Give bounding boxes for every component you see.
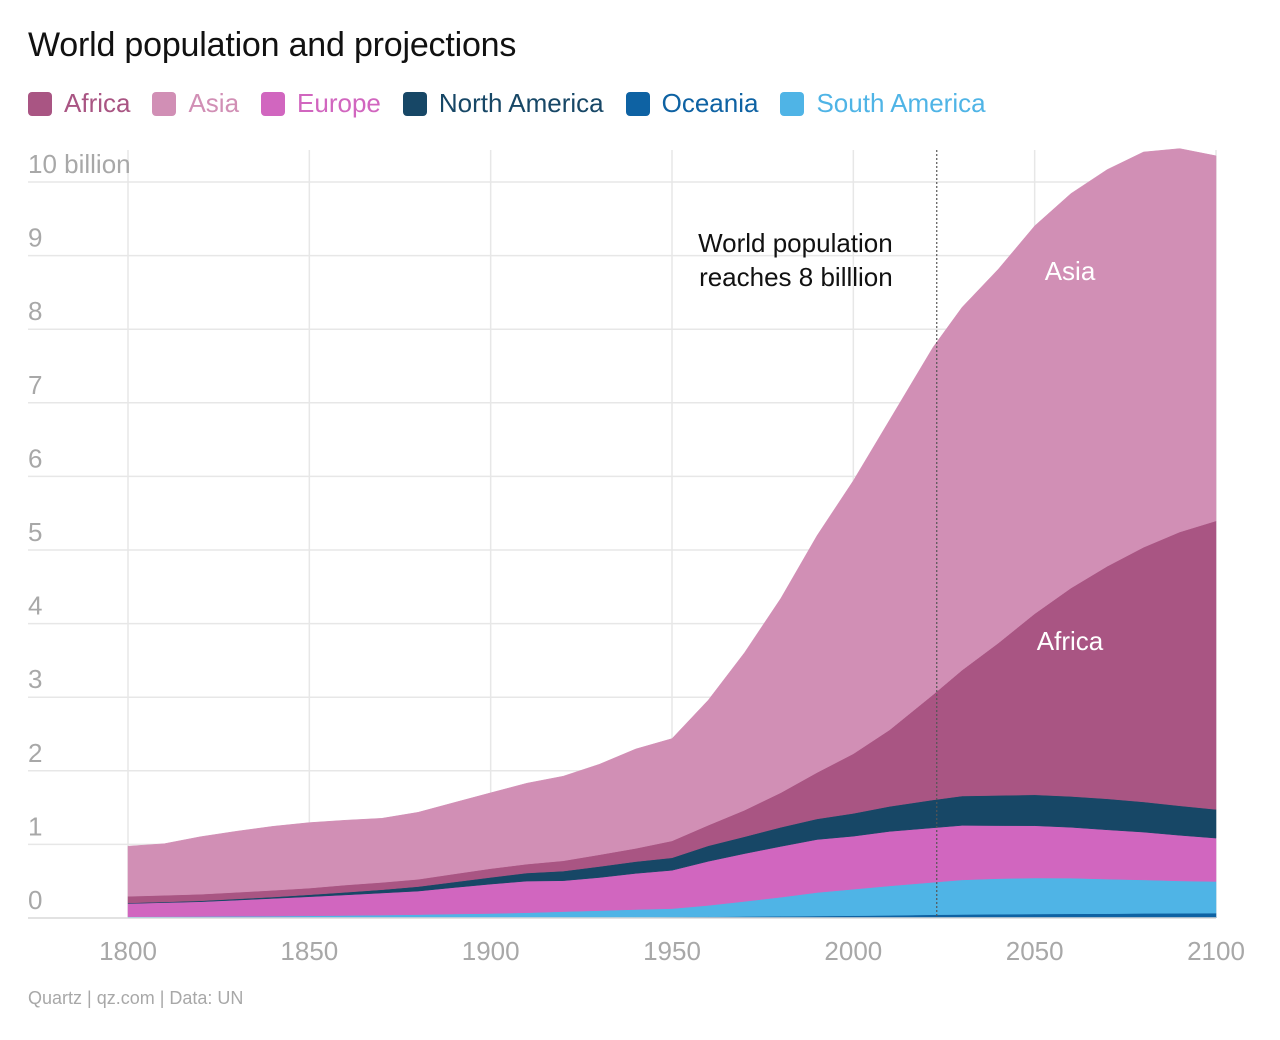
x-tick-label: 1800 [99, 936, 157, 966]
y-tick-label: 10 billion [28, 149, 131, 179]
annotation-layer: World population reaches 8 billlion Asia Af… [698, 150, 1104, 916]
annotation-8-billion-line1: World population [698, 228, 893, 258]
x-tick-label: 2050 [1006, 936, 1064, 966]
legend-item-south-america[interactable]: South America [780, 88, 986, 119]
legend-label-south-america: South America [816, 88, 986, 118]
y-tick-label: 4 [28, 591, 42, 621]
legend-label-africa: Africa [64, 88, 131, 118]
x-tick-label: 2100 [1187, 936, 1245, 966]
chart-title: World population and projections [28, 26, 517, 64]
legend-swatch-asia [152, 91, 177, 116]
legend-swatch-north-america [402, 91, 427, 116]
area-asia [127, 148, 1217, 897]
legend: Africa Asia Europe North America Oceania… [28, 88, 1008, 119]
legend-swatch-europe [261, 91, 286, 116]
x-tick-label: 1900 [462, 936, 520, 966]
area-layer [127, 148, 1217, 919]
y-tick-label: 0 [28, 885, 42, 915]
y-tick-label: 8 [28, 296, 42, 326]
legend-label-north-america: North America [438, 88, 604, 118]
x-tick-label: 1950 [643, 936, 701, 966]
legend-swatch-south-america [780, 91, 805, 116]
legend-label-oceania: Oceania [661, 88, 759, 118]
area-label-africa: Africa [1037, 626, 1104, 656]
legend-swatch-oceania [625, 91, 650, 116]
source-note: Quartz | qz.com | Data: UN [28, 988, 244, 1008]
y-tick-label: 3 [28, 664, 42, 694]
legend-swatch-africa [28, 91, 52, 116]
legend-item-oceania[interactable]: Oceania [625, 88, 759, 119]
annotation-8-billion-line2: reaches 8 billlion [699, 262, 893, 292]
axis-layer: 0 1 2 3 4 5 6 7 8 9 10 billion 1800 1850 1900 1950 2000… [28, 149, 1245, 966]
y-tick-label: 5 [28, 517, 42, 547]
legend-item-north-america[interactable]: North America [402, 88, 604, 119]
legend-label-europe: Europe [297, 88, 381, 118]
area-label-asia: Asia [1045, 256, 1096, 286]
x-tick-label: 2000 [824, 936, 882, 966]
legend-label-asia: Asia [188, 88, 240, 118]
y-tick-label: 6 [28, 443, 42, 473]
y-tick-label: 9 [28, 223, 42, 253]
y-tick-label: 1 [28, 811, 42, 841]
legend-item-africa[interactable]: Africa [28, 88, 130, 119]
legend-item-europe[interactable]: Europe [261, 88, 381, 119]
legend-item-asia[interactable]: Asia [152, 88, 239, 119]
x-tick-label: 1850 [280, 936, 338, 966]
y-tick-label: 2 [28, 738, 42, 768]
y-tick-label: 7 [28, 370, 42, 400]
